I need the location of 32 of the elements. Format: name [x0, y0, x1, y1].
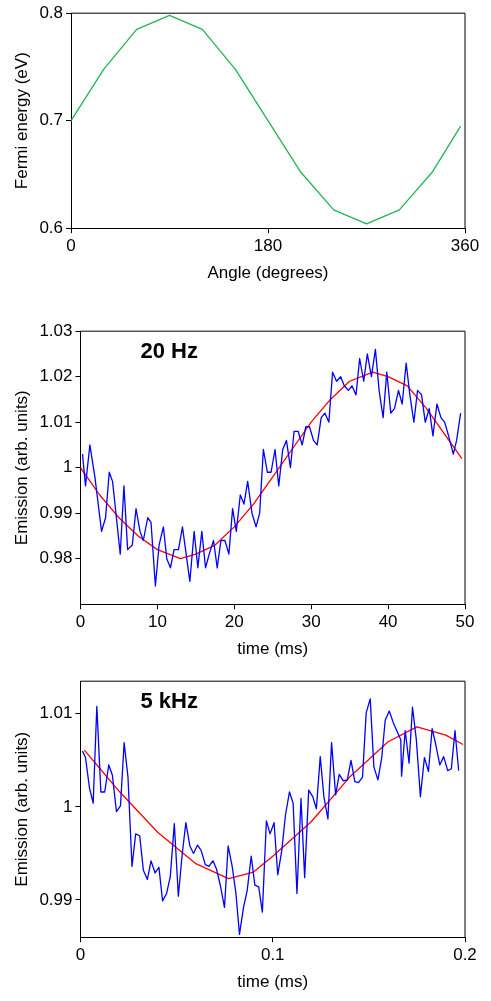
annotation: 5 kHz — [140, 688, 198, 714]
y-tick-label: 0.98 — [39, 548, 73, 568]
x-tick-label: 50 — [455, 612, 475, 632]
y-tick-label: 0.6 — [39, 217, 64, 237]
y-tick-label: 1.03 — [39, 320, 73, 340]
y-axis-title: Emission (arb. units) — [11, 731, 31, 887]
y-tick-label: 1 — [63, 457, 73, 477]
x-tick-label: 10 — [147, 612, 167, 632]
y-tick-label: 1.01 — [39, 411, 73, 431]
annotation: 20 Hz — [140, 338, 198, 364]
x-axis-title: Angle (degrees) — [207, 263, 329, 283]
x-tick-label: 30 — [301, 612, 321, 632]
x-tick-label: 0 — [66, 236, 76, 256]
y-tick-label: 0.99 — [39, 502, 73, 522]
y-axis-title: Fermi energy (eV) — [11, 52, 31, 190]
y-tick-label: 0.7 — [39, 110, 64, 130]
x-axis-title: time (ms) — [237, 639, 309, 659]
x-tick-label: 0 — [75, 945, 86, 965]
x-tick-label: 40 — [378, 612, 398, 632]
y-axis-title: Emission (arb. units) — [11, 390, 31, 546]
y-tick-label: 1 — [63, 796, 73, 816]
x-tick-label: 0.1 — [260, 945, 285, 965]
y-tick-label: 1.01 — [39, 703, 73, 723]
x-tick-label: 180 — [253, 236, 283, 256]
y-tick-label: 1.02 — [39, 366, 73, 386]
x-tick-label: 20 — [224, 612, 244, 632]
x-tick-label: 0 — [75, 612, 86, 632]
y-tick-label: 0.8 — [39, 2, 64, 22]
y-tick-label: 0.99 — [39, 889, 73, 909]
x-tick-label: 360 — [450, 236, 480, 256]
x-tick-label: 0.2 — [453, 945, 477, 965]
x-axis-title: time (ms) — [237, 972, 309, 992]
